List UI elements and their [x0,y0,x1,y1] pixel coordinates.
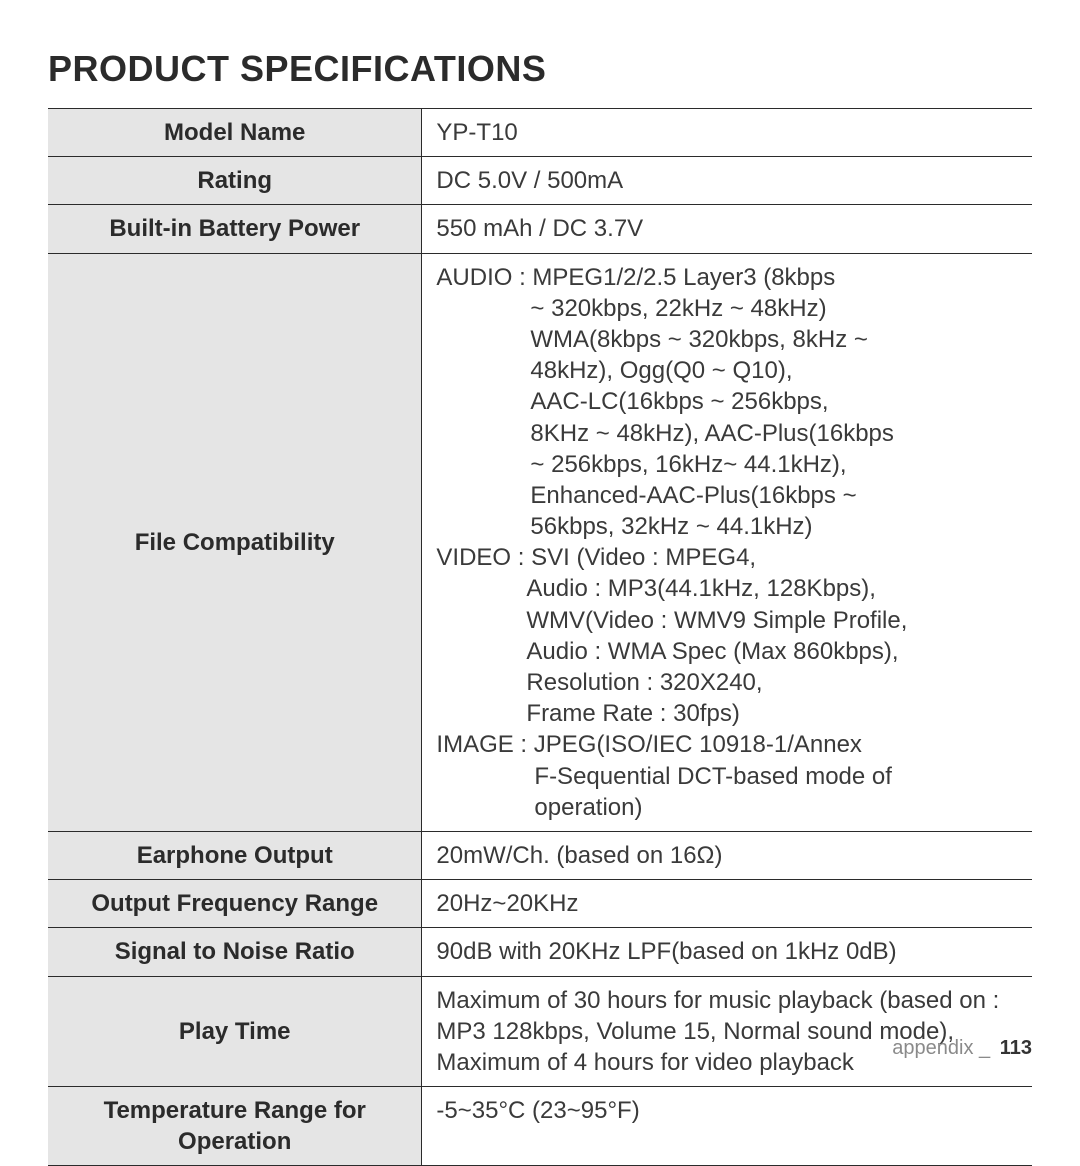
page-title: PRODUCT SPECIFICATIONS [48,48,1032,90]
spec-value: 20Hz~20KHz [422,880,1032,928]
spec-label: Built-in Battery Power [48,205,422,253]
value-line: Frame Rate : 30fps) [436,698,1018,729]
value-line: 48kHz), Ogg(Q0 ~ Q10), [436,355,1018,386]
value-line: IMAGE : JPEG(ISO/IEC 10918-1/Annex [436,729,1018,760]
specifications-table: Model Name YP-T10 Rating DC 5.0V / 500mA… [48,108,1032,1166]
value-line: VIDEO : SVI (Video : MPEG4, [436,542,1018,573]
table-row: Temperature Range for Operation -5~35°C … [48,1087,1032,1166]
value-line: Audio : MP3(44.1kHz, 128Kbps), [436,573,1018,604]
table-row: Signal to Noise Ratio 90dB with 20KHz LP… [48,928,1032,976]
footer-section: appendix [892,1037,973,1059]
value-line: Resolution : 320X240, [436,667,1018,698]
value-line: F-Sequential DCT-based mode of [436,761,1018,792]
table-row: Earphone Output 20mW/Ch. (based on 16Ω) [48,831,1032,879]
spec-value: DC 5.0V / 500mA [422,157,1032,205]
page-footer: appendix _ 113 [892,1037,1032,1060]
table-row: Play Time Maximum of 30 hours for music … [48,976,1032,1087]
value-line: 8KHz ~ 48kHz), AAC-Plus(16kbps [436,418,1018,449]
value-line: Audio : WMA Spec (Max 860kbps), [436,636,1018,667]
value-line: AUDIO : MPEG1/2/2.5 Layer3 (8kbps [436,262,1018,293]
value-line: ~ 256kbps, 16kHz~ 44.1kHz), [436,449,1018,480]
table-row: Built-in Battery Power 550 mAh / DC 3.7V [48,205,1032,253]
spec-label: Rating [48,157,422,205]
value-line: Enhanced-AAC-Plus(16kbps ~ [436,480,1018,511]
value-line: WMV(Video : WMV9 Simple Profile, [436,605,1018,636]
table-row: Model Name YP-T10 [48,109,1032,157]
table-row: Output Frequency Range 20Hz~20KHz [48,880,1032,928]
spec-label: Earphone Output [48,831,422,879]
value-line: WMA(8kbps ~ 320kbps, 8kHz ~ [436,324,1018,355]
value-line: ~ 320kbps, 22kHz ~ 48kHz) [436,293,1018,324]
spec-label: File Compatibility [48,253,422,831]
table-row: File Compatibility AUDIO : MPEG1/2/2.5 L… [48,253,1032,831]
value-line: AAC-LC(16kbps ~ 256kbps, [436,386,1018,417]
footer-sep: _ [979,1037,990,1059]
footer-page-number: 113 [1000,1037,1032,1059]
spec-label: Output Frequency Range [48,880,422,928]
spec-value: YP-T10 [422,109,1032,157]
page: PRODUCT SPECIFICATIONS Model Name YP-T10… [0,0,1080,1080]
spec-value: Maximum of 30 hours for music playback (… [422,976,1032,1087]
spec-value-file-compatibility: AUDIO : MPEG1/2/2.5 Layer3 (8kbps ~ 320k… [422,253,1032,831]
spec-label: Play Time [48,976,422,1087]
spec-value: 550 mAh / DC 3.7V [422,205,1032,253]
value-line: 56kbps, 32kHz ~ 44.1kHz) [436,511,1018,542]
table-row: Rating DC 5.0V / 500mA [48,157,1032,205]
spec-value: 90dB with 20KHz LPF(based on 1kHz 0dB) [422,928,1032,976]
spec-value: 20mW/Ch. (based on 16Ω) [422,831,1032,879]
spec-label: Model Name [48,109,422,157]
spec-label: Signal to Noise Ratio [48,928,422,976]
spec-label: Temperature Range for Operation [48,1087,422,1166]
spec-value: -5~35°C (23~95°F) [422,1087,1032,1166]
value-line: operation) [436,792,1018,823]
